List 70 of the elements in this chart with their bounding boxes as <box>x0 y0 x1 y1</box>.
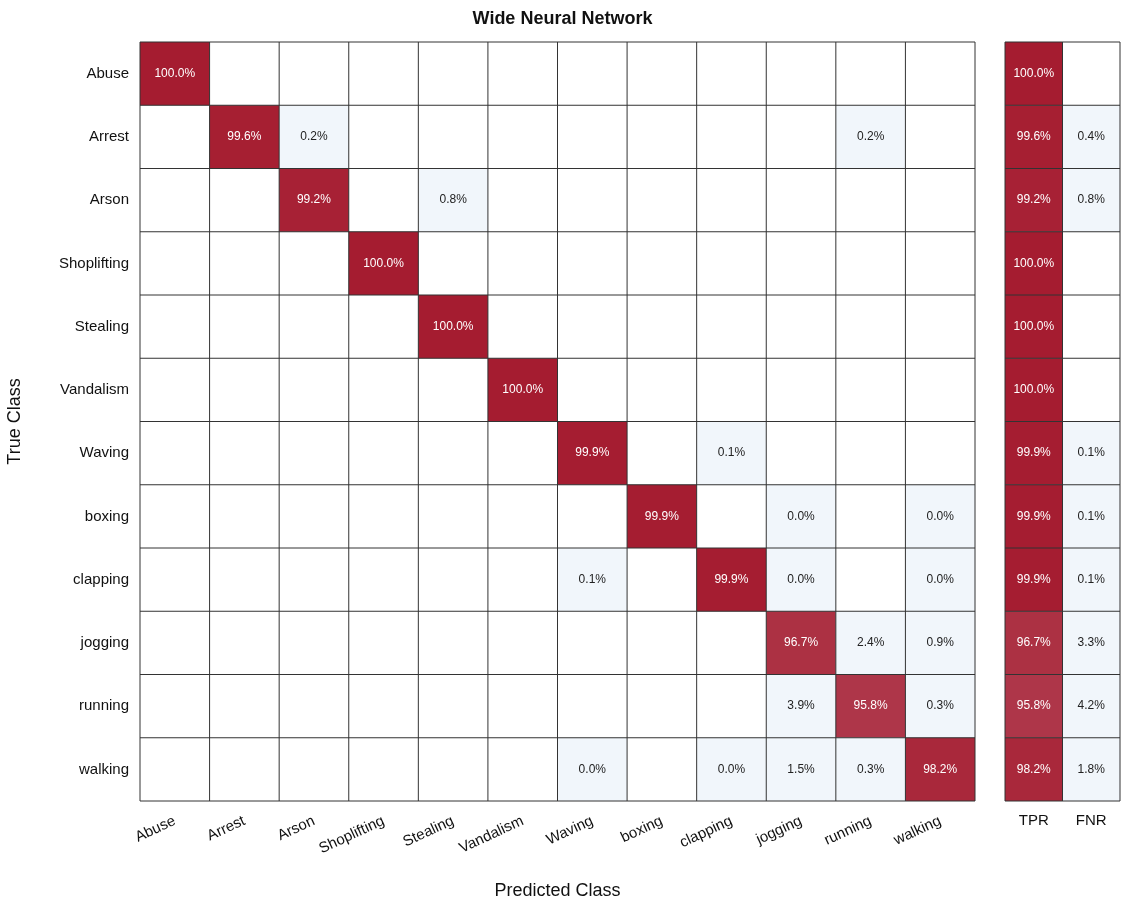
data-label: 0.1% <box>1077 445 1106 460</box>
data-label: 100.0% <box>432 318 474 333</box>
data-label: 98.2% <box>1016 761 1052 776</box>
data-label: 100.0% <box>502 382 544 397</box>
y-tick-label: Shoplifting <box>58 253 129 271</box>
data-label: 0.1% <box>1077 571 1106 586</box>
data-label: 0.0% <box>578 761 607 776</box>
data-label: 99.9% <box>1016 445 1052 460</box>
data-label: 4.2% <box>1077 698 1106 713</box>
x-tick-label: Abuse <box>132 811 178 845</box>
data-label: 95.8% <box>1016 698 1052 713</box>
data-label: 95.8% <box>853 698 888 713</box>
data-label: 99.9% <box>1016 508 1052 523</box>
y-axis-title: True Class <box>3 378 24 465</box>
y-tick-label: Waving <box>79 443 129 461</box>
data-label: 99.2% <box>1016 192 1052 207</box>
data-label: 99.9% <box>1016 571 1052 586</box>
y-tick-label: clapping <box>73 569 129 587</box>
x-tick-label: boxing <box>617 811 665 846</box>
data-label: 98.2% <box>923 761 958 776</box>
data-label: 100.0% <box>1013 318 1055 333</box>
data-label: 0.0% <box>787 508 816 523</box>
data-label: 0.8% <box>1077 192 1106 207</box>
y-tick-label: Arson <box>89 190 129 208</box>
data-label: 99.9% <box>644 508 680 523</box>
data-label: 0.3% <box>926 698 955 713</box>
data-label: 0.1% <box>717 445 746 460</box>
data-label: 0.3% <box>856 761 885 776</box>
y-tick-label: boxing <box>84 506 129 524</box>
data-label: 0.1% <box>578 571 607 586</box>
y-tick-label: running <box>78 696 129 714</box>
x-tick-label: Arson <box>274 811 317 844</box>
data-label: 99.9% <box>575 445 610 460</box>
data-label: 100.0% <box>363 255 405 270</box>
data-label: 0.1% <box>1077 508 1106 523</box>
data-label: 0.4% <box>1077 129 1106 144</box>
data-label: 0.2% <box>856 129 885 144</box>
data-label: 3.9% <box>787 698 816 713</box>
data-label: 0.0% <box>926 571 955 586</box>
x-tick-label: TPR <box>1018 811 1049 829</box>
data-label: 99.6% <box>1016 129 1052 144</box>
x-tick-label: FNR <box>1075 811 1107 829</box>
y-tick-label: Stealing <box>74 316 129 334</box>
data-label: 0.0% <box>717 761 746 776</box>
data-label: 96.7% <box>784 635 819 650</box>
data-label: 100.0% <box>154 65 196 80</box>
data-label: 100.0% <box>1013 255 1055 270</box>
y-tick-label: Vandalism <box>60 380 129 398</box>
data-label: 0.8% <box>439 192 468 207</box>
y-tick-label: Arrest <box>88 127 130 145</box>
data-label: 99.9% <box>714 571 749 586</box>
data-label: 1.8% <box>1077 761 1106 776</box>
data-label: 99.6% <box>227 129 262 144</box>
data-label: 100.0% <box>1013 65 1055 80</box>
x-axis-title: Predicted Class <box>494 880 621 901</box>
data-label: 0.0% <box>787 571 816 586</box>
data-label: 99.2% <box>296 192 332 207</box>
x-tick-label: Arrest <box>203 810 249 844</box>
chart-title: Wide Neural Network <box>471 8 654 29</box>
y-tick-label: Abuse <box>86 63 129 81</box>
data-label: 96.7% <box>1016 635 1052 650</box>
data-label: 0.9% <box>926 635 955 650</box>
data-label: 0.0% <box>926 508 955 523</box>
y-tick-label: jogging <box>79 633 129 651</box>
y-tick-label: walking <box>77 759 129 777</box>
data-label: 3.3% <box>1077 635 1106 650</box>
data-label: 2.4% <box>856 635 885 650</box>
data-label: 100.0% <box>1013 382 1055 397</box>
data-label: 1.5% <box>787 761 816 776</box>
data-label: 0.2% <box>300 129 328 144</box>
